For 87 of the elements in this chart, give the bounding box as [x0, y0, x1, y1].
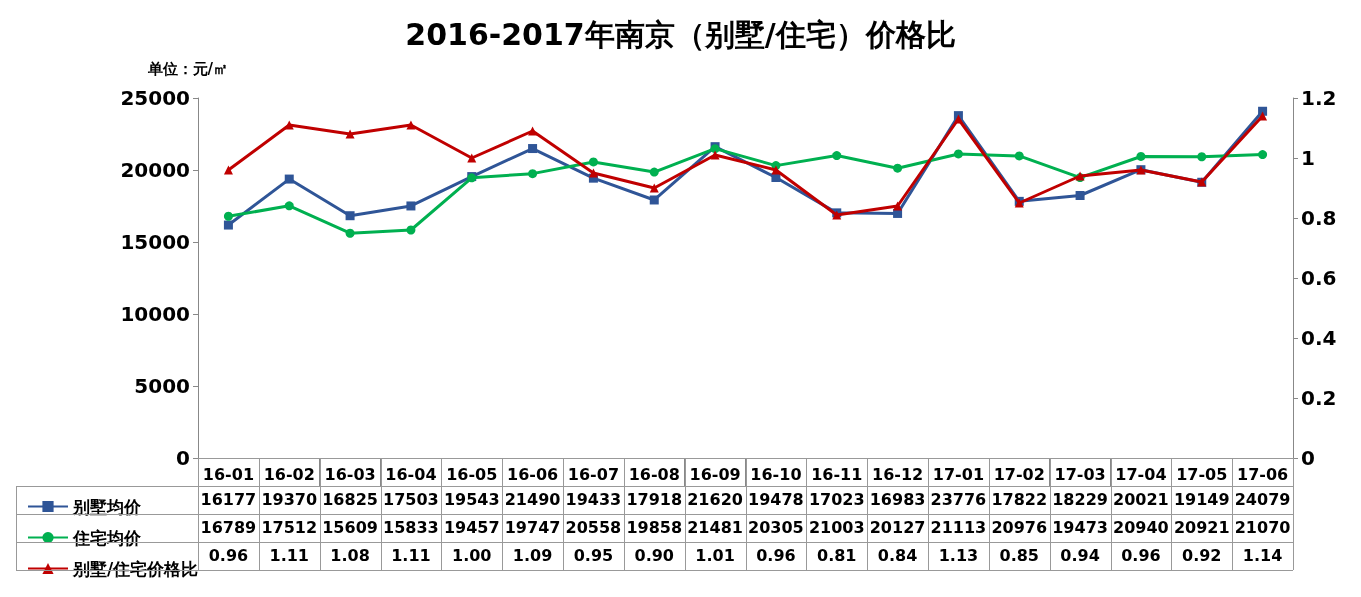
data-label: 0.94	[1059, 545, 1101, 567]
y2-tick-label: 0.8	[1301, 206, 1337, 230]
data-label: 0.96	[1120, 545, 1162, 567]
data-label: 19747	[503, 517, 562, 539]
x-tick-label: 16-06	[507, 464, 559, 484]
data-label: 20021	[1112, 489, 1170, 511]
y-tick-label: 25000	[120, 86, 190, 110]
data-label: 23776	[929, 489, 988, 511]
data-label: 20558	[564, 517, 623, 539]
data-label: 1.01	[694, 545, 736, 567]
y-tick-label: 10000	[120, 302, 190, 326]
data-label: 21481	[686, 517, 744, 539]
data-label: 0.92	[1181, 545, 1223, 567]
data-label: 1.14	[1241, 545, 1284, 567]
y-tick-label: 0	[176, 446, 190, 470]
x-tick-label: 16-02	[263, 464, 315, 484]
data-label: 0.84	[876, 545, 919, 567]
data-label: 21490	[503, 489, 562, 511]
data-label: 18229	[1051, 489, 1109, 511]
x-tick-label: 16-07	[567, 464, 619, 484]
data-label: 17822	[990, 489, 1049, 511]
data-label: 1.00	[451, 545, 493, 567]
x-tick-label: 16-12	[872, 464, 924, 484]
data-label: 20127	[868, 517, 927, 539]
data-label: 19473	[1051, 517, 1109, 539]
chart-title: 2016-2017年南京（别墅/住宅）价格比	[405, 16, 956, 52]
x-tick-label: 17-06	[1237, 464, 1289, 484]
y-tick-label: 15000	[120, 230, 190, 254]
data-label: 19858	[625, 517, 684, 539]
data-label: 16825	[321, 489, 379, 511]
x-tick-label: 16-05	[446, 464, 498, 484]
data-label: 1.11	[390, 545, 432, 567]
data-label: 1.09	[511, 545, 554, 567]
data-label: 20976	[990, 517, 1049, 539]
y2-tick-label: 1.2	[1301, 86, 1337, 110]
data-label: 15609	[321, 517, 379, 539]
y2-tick-label: 0.4	[1301, 326, 1337, 350]
y-axis-title: 单位：元/㎡	[146, 59, 228, 78]
x-tick-label: 16-09	[689, 464, 741, 484]
data-label: 0.85	[998, 545, 1040, 567]
data-label: 17023	[807, 489, 866, 511]
x-tick-label: 17-01	[932, 464, 984, 484]
data-label: 16177	[199, 489, 258, 511]
data-label: 21003	[807, 517, 866, 539]
data-label: 17503	[382, 489, 440, 511]
data-label: 19457	[442, 517, 501, 539]
data-label: 19370	[260, 489, 319, 511]
x-tick-label: 16-08	[628, 464, 680, 484]
x-tick-label: 16-10	[750, 464, 802, 484]
data-label: 1.11	[268, 545, 310, 567]
data-label: 24079	[1233, 489, 1292, 511]
y2-tick-label: 0.2	[1301, 386, 1337, 410]
x-tick-label: 16-03	[324, 464, 376, 484]
data-label: 15833	[382, 517, 440, 539]
x-tick-label: 16-11	[811, 464, 863, 484]
data-label: 21113	[929, 517, 988, 539]
data-label: 16983	[868, 489, 927, 511]
data-label: 19543	[442, 489, 501, 511]
data-label: 19149	[1172, 489, 1231, 511]
y-tick-label: 5000	[134, 374, 190, 398]
data-label: 16789	[199, 517, 258, 539]
data-label: 1.08	[329, 545, 371, 567]
y-tick-label: 20000	[120, 158, 190, 182]
data-label: 17918	[625, 489, 684, 511]
data-label: 19433	[564, 489, 623, 511]
x-tick-label: 17-02	[993, 464, 1045, 484]
x-tick-label: 16-01	[202, 464, 254, 484]
y2-tick-label: 0.6	[1301, 266, 1337, 290]
data-label: 17512	[260, 517, 319, 539]
y2-tick-label: 1	[1301, 146, 1315, 170]
data-label: 0.81	[816, 545, 858, 567]
data-label: 20921	[1172, 517, 1231, 539]
y2-tick-label: 0	[1301, 446, 1315, 470]
data-label: 0.96	[755, 545, 797, 567]
data-label: 19478	[747, 489, 805, 511]
x-tick-label: 17-05	[1176, 464, 1228, 484]
data-label: 0.96	[207, 545, 250, 567]
data-label: 20940	[1112, 517, 1170, 539]
data-label: 20305	[747, 517, 805, 539]
data-label: 1.13	[937, 545, 980, 567]
data-label: 0.90	[633, 545, 675, 567]
data-label: 0.95	[572, 545, 615, 567]
x-tick-label: 17-04	[1115, 464, 1167, 484]
data-label: 21620	[686, 489, 744, 511]
data-label: 21070	[1233, 517, 1292, 539]
x-tick-label: 16-04	[385, 464, 437, 484]
x-tick-label: 17-03	[1054, 464, 1106, 484]
